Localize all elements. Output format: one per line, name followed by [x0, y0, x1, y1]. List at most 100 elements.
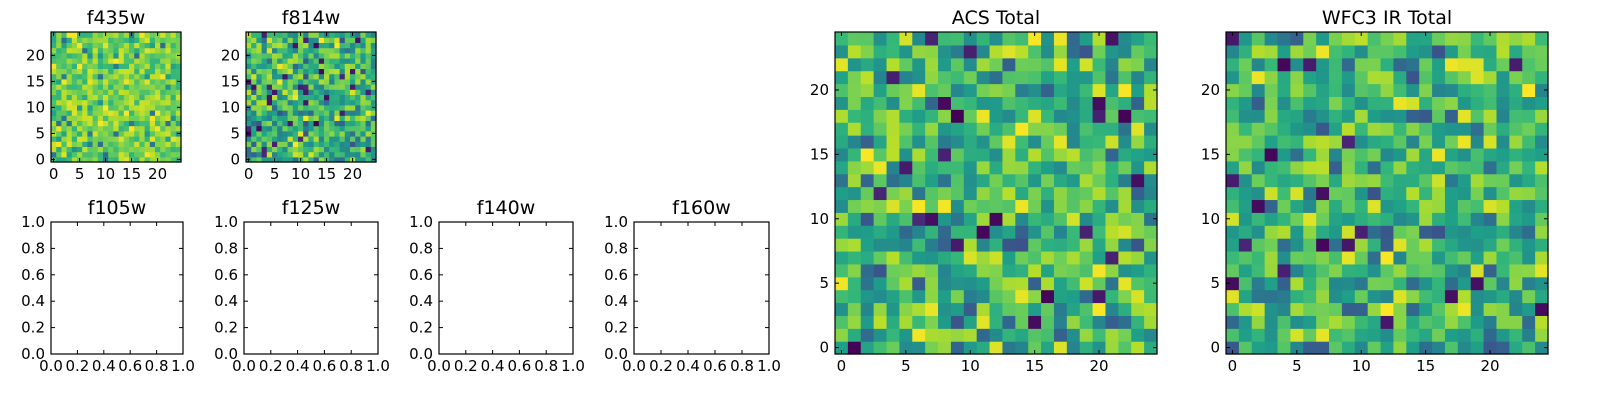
heatmap-cell [303, 78, 309, 85]
heatmap-cell [129, 115, 135, 121]
heatmap-cell [1028, 225, 1042, 239]
heatmap-cell [118, 37, 125, 43]
heatmap-cell [303, 47, 309, 54]
heatmap-cell [261, 58, 268, 64]
heatmap-cell [256, 120, 263, 127]
heatmap-cell [1496, 122, 1510, 136]
heatmap-cell [324, 47, 330, 54]
heatmap-cell [365, 63, 372, 69]
x-tick-label: 0.8 [145, 357, 169, 375]
heatmap-cell [1457, 96, 1472, 110]
x-tick-label: 0.6 [507, 357, 531, 375]
heatmap-cell [1277, 225, 1291, 239]
heatmap-cell [950, 173, 965, 188]
heatmap-cell [1393, 250, 1407, 265]
heatmap-cell [370, 110, 377, 116]
heatmap-cell [82, 141, 88, 147]
heatmap-cell [139, 146, 146, 153]
axes-frame [50, 31, 182, 163]
heatmap-cell [1470, 147, 1485, 162]
heatmap-cell [175, 32, 182, 38]
heatmap-cell [155, 141, 161, 147]
heatmap-cell [1535, 186, 1549, 201]
heatmap-cell [1354, 135, 1369, 149]
heatmap-cell [912, 199, 926, 213]
heatmap-cell [1432, 263, 1446, 278]
heatmap-cell [1092, 186, 1107, 201]
heatmap-cell [1277, 70, 1291, 85]
heatmap-cell [950, 341, 965, 355]
x-tick-label: 0.2 [259, 357, 283, 375]
heatmap-cell [272, 120, 278, 127]
heatmap-cell [92, 89, 99, 95]
heatmap-cell [82, 78, 88, 85]
heatmap-cell [350, 58, 356, 64]
heatmap-cell [1535, 44, 1549, 59]
heatmap-cell [71, 89, 78, 95]
heatmap-cell [1092, 109, 1107, 123]
heatmap-cell [1079, 276, 1094, 291]
heatmap-cell [1509, 186, 1523, 201]
heatmap-cell [1251, 83, 1266, 97]
y-tick-label: 15 [1201, 145, 1220, 163]
heatmap-cell [1380, 32, 1395, 46]
heatmap-cell [365, 146, 372, 153]
heatmap-cell [1028, 328, 1042, 342]
heatmap-cell [1341, 109, 1356, 123]
heatmap-cell [912, 225, 926, 239]
heatmap-cell [1105, 302, 1119, 316]
heatmap-cell [1264, 212, 1279, 226]
heatmap-cell [938, 238, 952, 252]
heatmap-cell [938, 83, 952, 97]
heatmap-cell [365, 89, 372, 95]
heatmap-cell [134, 68, 140, 75]
heatmap-cell [1290, 70, 1304, 85]
heatmap-cell [1380, 173, 1395, 188]
heatmap-cell [108, 136, 114, 142]
heatmap-cell [344, 130, 351, 137]
heatmap-cell [365, 42, 372, 49]
heatmap-cell [1354, 199, 1369, 213]
heatmap-cell [963, 315, 978, 329]
heatmap-cell [277, 94, 283, 101]
heatmap-cell [139, 115, 146, 121]
heatmap-cell [66, 42, 73, 49]
heatmap-cell [56, 37, 62, 43]
heatmap-cell [860, 199, 875, 213]
heatmap-cell [1264, 250, 1279, 265]
x-tick-label: 0.4 [286, 357, 310, 375]
heatmap-cell [1277, 160, 1291, 175]
heatmap-cell [350, 136, 356, 142]
heatmap-cell [1367, 70, 1382, 85]
heatmap-cell [1380, 341, 1395, 355]
heatmap-cell [261, 42, 268, 49]
heatmap-cell [860, 109, 875, 123]
heatmap-cell [1509, 315, 1523, 329]
heatmap-cell [82, 130, 88, 137]
heatmap-cell [1341, 173, 1356, 188]
heatmap-cell [287, 120, 294, 127]
heatmap-cell [175, 115, 182, 121]
heatmap-cell [251, 110, 257, 116]
heatmap-cell [370, 47, 377, 54]
heatmap-cell [87, 104, 94, 111]
heatmap-cell [1329, 70, 1343, 85]
heatmap-cell [1419, 160, 1433, 175]
heatmap-cell [1226, 135, 1240, 149]
heatmap-cell [886, 32, 900, 46]
heatmap-cell [129, 68, 135, 75]
heatmap-cell [287, 89, 294, 95]
heatmap-cell [1226, 32, 1240, 46]
heatmap-cell [1092, 302, 1107, 316]
heatmap-cell [365, 120, 372, 127]
heatmap-cell [1118, 250, 1132, 265]
heatmap-cell [1053, 173, 1068, 188]
heatmap-cell [123, 146, 130, 153]
heatmap-cell [899, 238, 913, 252]
heatmap-cell [950, 276, 965, 291]
heatmap-cell [103, 136, 109, 142]
heatmap-cell [170, 125, 177, 132]
heatmap-cell [950, 302, 965, 316]
heatmap-cell [989, 173, 1004, 188]
heatmap-cell [103, 125, 109, 132]
